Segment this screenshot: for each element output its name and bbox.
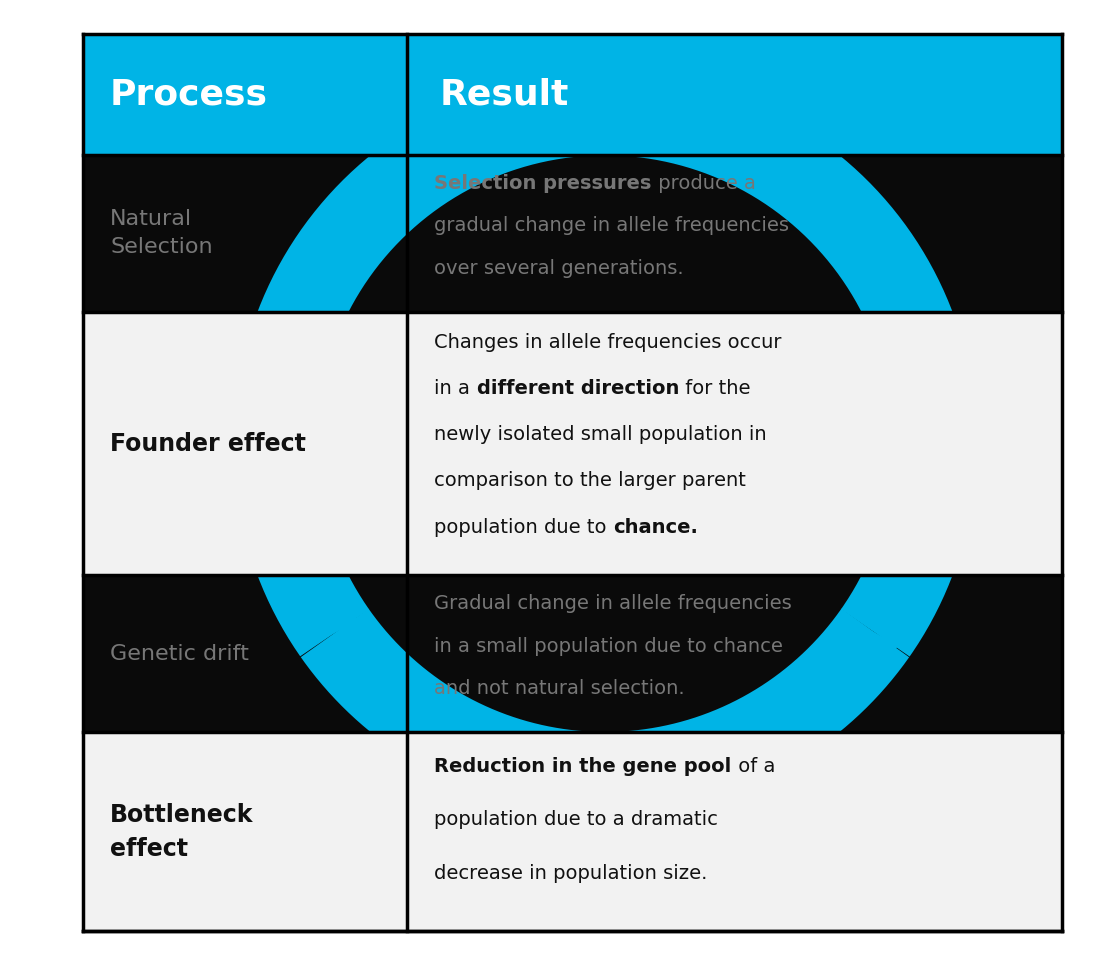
Text: Process: Process xyxy=(110,77,268,111)
Bar xyxy=(407,312,1062,575)
Text: gradual change in allele frequencies: gradual change in allele frequencies xyxy=(434,216,790,235)
Bar xyxy=(82,155,407,312)
Text: Result: Result xyxy=(440,77,570,111)
Text: Changes in allele frequencies occur: Changes in allele frequencies occur xyxy=(434,333,782,351)
Bar xyxy=(82,34,407,155)
Text: different direction: different direction xyxy=(476,379,679,398)
Text: Founder effect: Founder effect xyxy=(110,432,306,456)
Bar xyxy=(82,732,407,931)
Text: produce a: produce a xyxy=(652,174,756,193)
Text: chance.: chance. xyxy=(614,517,698,537)
Text: and not natural selection.: and not natural selection. xyxy=(434,680,685,698)
Polygon shape xyxy=(848,620,900,672)
Text: Gradual change in allele frequencies: Gradual change in allele frequencies xyxy=(434,594,792,613)
Bar xyxy=(407,155,1062,312)
Bar xyxy=(82,34,407,155)
Bar xyxy=(407,732,1062,931)
Text: Selection pressures: Selection pressures xyxy=(434,174,652,193)
Text: Natural
Selection: Natural Selection xyxy=(110,209,212,257)
Text: Reduction in the gene pool: Reduction in the gene pool xyxy=(434,756,732,776)
Bar xyxy=(82,312,407,575)
Bar xyxy=(407,312,1062,575)
Text: for the: for the xyxy=(679,379,750,398)
Text: population due to a dramatic: population due to a dramatic xyxy=(434,810,718,829)
Bar xyxy=(82,732,407,931)
Text: in a: in a xyxy=(434,379,476,398)
Text: comparison to the larger parent: comparison to the larger parent xyxy=(434,471,747,491)
Polygon shape xyxy=(307,593,360,646)
Text: in a small population due to chance: in a small population due to chance xyxy=(434,636,783,656)
Text: decrease in population size.: decrease in population size. xyxy=(434,864,708,883)
Bar xyxy=(82,575,407,732)
Bar xyxy=(407,732,1062,931)
Text: of a: of a xyxy=(732,756,775,776)
Bar xyxy=(82,312,407,575)
Text: population due to: population due to xyxy=(434,517,614,537)
Text: over several generations.: over several generations. xyxy=(434,259,684,277)
Bar xyxy=(407,34,1062,155)
Text: Genetic drift: Genetic drift xyxy=(110,644,249,664)
Bar xyxy=(407,34,1062,155)
Bar xyxy=(407,575,1062,732)
Text: newly isolated small population in: newly isolated small population in xyxy=(434,425,767,444)
Text: Bottleneck
effect: Bottleneck effect xyxy=(110,804,253,860)
